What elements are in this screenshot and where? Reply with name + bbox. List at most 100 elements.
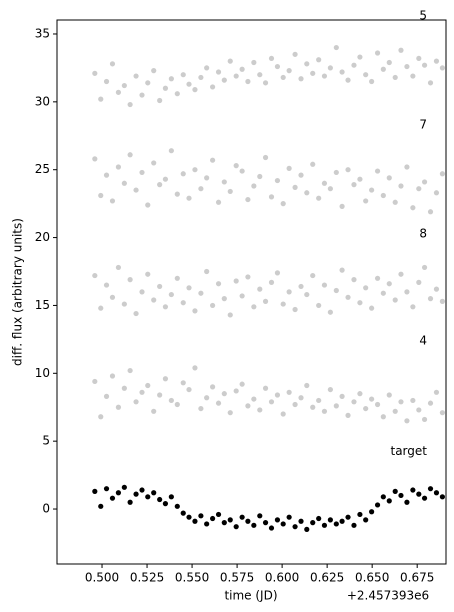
data-point bbox=[168, 397, 174, 404]
data-point bbox=[416, 279, 422, 285]
data-point bbox=[157, 182, 163, 188]
data-point bbox=[321, 522, 328, 528]
data-point bbox=[168, 291, 174, 298]
data-point bbox=[386, 281, 392, 287]
data-point bbox=[421, 495, 428, 501]
data-point bbox=[392, 74, 398, 81]
data-point bbox=[392, 408, 398, 414]
x-tick-label: 0.650 bbox=[355, 571, 389, 585]
data-point bbox=[339, 69, 345, 75]
x-tick-label: 0.625 bbox=[310, 571, 344, 585]
data-point bbox=[139, 92, 145, 98]
data-point bbox=[310, 70, 316, 76]
data-point bbox=[145, 80, 151, 86]
data-point bbox=[98, 96, 104, 102]
data-point bbox=[363, 72, 369, 78]
y-tick-label: 10 bbox=[35, 366, 50, 380]
data-point bbox=[268, 279, 275, 285]
data-point bbox=[221, 296, 227, 302]
data-point bbox=[345, 412, 351, 418]
data-point bbox=[227, 188, 233, 195]
data-point bbox=[151, 68, 157, 74]
data-point bbox=[333, 521, 339, 527]
data-point bbox=[304, 61, 310, 67]
data-point bbox=[133, 491, 139, 497]
data-point bbox=[357, 511, 363, 518]
y-tick-label: 15 bbox=[35, 298, 50, 312]
data-point bbox=[292, 51, 298, 57]
data-point bbox=[157, 496, 163, 503]
data-point bbox=[210, 84, 216, 90]
data-point bbox=[280, 74, 286, 81]
data-point bbox=[157, 97, 163, 104]
data-point bbox=[274, 270, 281, 276]
data-point bbox=[439, 410, 445, 416]
data-point bbox=[416, 186, 422, 192]
data-point bbox=[262, 520, 269, 526]
data-point bbox=[433, 286, 440, 292]
data-point bbox=[298, 395, 304, 401]
data-point bbox=[180, 510, 186, 516]
data-point bbox=[198, 186, 204, 192]
data-point bbox=[92, 378, 98, 385]
data-point bbox=[380, 66, 386, 72]
data-point bbox=[151, 160, 157, 166]
data-point bbox=[410, 304, 416, 310]
data-point bbox=[357, 54, 363, 60]
data-point bbox=[245, 518, 251, 524]
data-point bbox=[127, 152, 133, 158]
data-point bbox=[151, 408, 157, 414]
y-tick-label: 5 bbox=[42, 434, 50, 448]
data-point bbox=[427, 296, 434, 302]
data-point bbox=[115, 89, 122, 95]
data-point bbox=[410, 205, 416, 211]
data-point bbox=[280, 411, 286, 417]
data-point bbox=[386, 175, 392, 181]
data-point bbox=[168, 494, 174, 500]
data-point bbox=[421, 179, 428, 185]
data-point bbox=[321, 73, 328, 79]
data-point bbox=[304, 382, 310, 389]
data-point bbox=[339, 267, 345, 273]
data-point bbox=[351, 522, 357, 528]
data-point bbox=[121, 301, 127, 307]
data-point bbox=[251, 183, 257, 189]
data-point bbox=[392, 297, 398, 303]
data-point bbox=[233, 73, 239, 79]
data-point bbox=[316, 397, 322, 404]
data-point bbox=[286, 514, 292, 520]
x-tick-label: 0.675 bbox=[400, 571, 434, 585]
data-point bbox=[174, 191, 180, 197]
data-point bbox=[210, 302, 216, 309]
data-point bbox=[351, 182, 357, 188]
data-point bbox=[298, 76, 304, 82]
data-point bbox=[215, 400, 222, 406]
data-point bbox=[410, 73, 416, 79]
series-label: 5 bbox=[419, 9, 427, 23]
data-point bbox=[410, 397, 416, 404]
data-point bbox=[151, 490, 157, 496]
data-point bbox=[245, 403, 251, 409]
data-point bbox=[174, 503, 180, 509]
data-point bbox=[186, 285, 192, 291]
data-point bbox=[310, 272, 316, 279]
data-point bbox=[121, 385, 127, 391]
data-point bbox=[386, 392, 392, 398]
data-point bbox=[392, 488, 398, 494]
y-tick-label: 20 bbox=[35, 230, 50, 244]
data-point bbox=[162, 304, 169, 310]
data-point bbox=[351, 399, 357, 405]
series-label: target bbox=[391, 444, 428, 458]
data-point bbox=[369, 509, 375, 515]
x-tick-label: 0.600 bbox=[265, 571, 299, 585]
data-point bbox=[198, 513, 204, 519]
data-point bbox=[192, 167, 198, 173]
data-point bbox=[145, 202, 151, 208]
data-point bbox=[210, 157, 216, 163]
data-point bbox=[433, 190, 440, 196]
data-point bbox=[174, 91, 180, 97]
data-point bbox=[198, 405, 204, 412]
data-point bbox=[374, 401, 381, 408]
data-point bbox=[427, 209, 434, 215]
data-point bbox=[439, 65, 445, 71]
